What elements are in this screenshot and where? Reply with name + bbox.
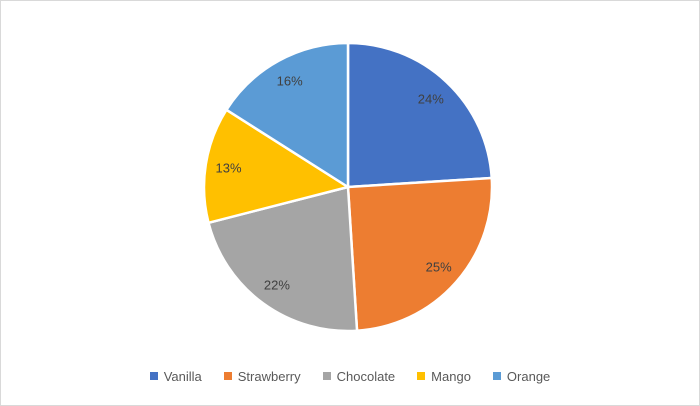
pie-slice-vanilla[interactable] [346, 41, 493, 189]
legend-item-vanilla[interactable]: Vanilla [149, 368, 202, 384]
legend-item-orange[interactable]: Orange [492, 368, 551, 384]
legend-swatch-icon [417, 372, 426, 380]
data-label-mango: 13% [215, 161, 241, 176]
legend-label: Orange [506, 368, 551, 384]
data-label-vanilla: 24% [418, 91, 444, 106]
legend-label: Strawberry [237, 368, 301, 384]
pie-slice-mango[interactable] [202, 108, 350, 225]
legend-item-chocolate[interactable]: Chocolate [322, 368, 396, 384]
legend: Vanilla Strawberry Chocolate Mango Orange [1, 366, 699, 386]
legend-label: Chocolate [336, 368, 396, 384]
pie-slice-strawberry[interactable] [346, 176, 494, 332]
pie-slice-chocolate[interactable] [207, 185, 359, 333]
data-label-orange: 16% [277, 74, 303, 89]
legend-swatch-icon [322, 372, 331, 380]
legend-item-mango[interactable]: Mango [417, 370, 471, 383]
legend-swatch-icon [223, 372, 232, 380]
legend-item-strawberry[interactable]: Strawberry [223, 368, 301, 384]
legend-label: Mango [431, 368, 471, 384]
legend-label: Vanilla [163, 368, 202, 384]
data-label-strawberry: 25% [426, 260, 452, 275]
legend-swatch-icon [492, 372, 501, 380]
legend-swatch-icon [149, 372, 158, 380]
data-label-chocolate: 22% [264, 277, 290, 292]
pie-slice-orange[interactable] [225, 41, 350, 189]
